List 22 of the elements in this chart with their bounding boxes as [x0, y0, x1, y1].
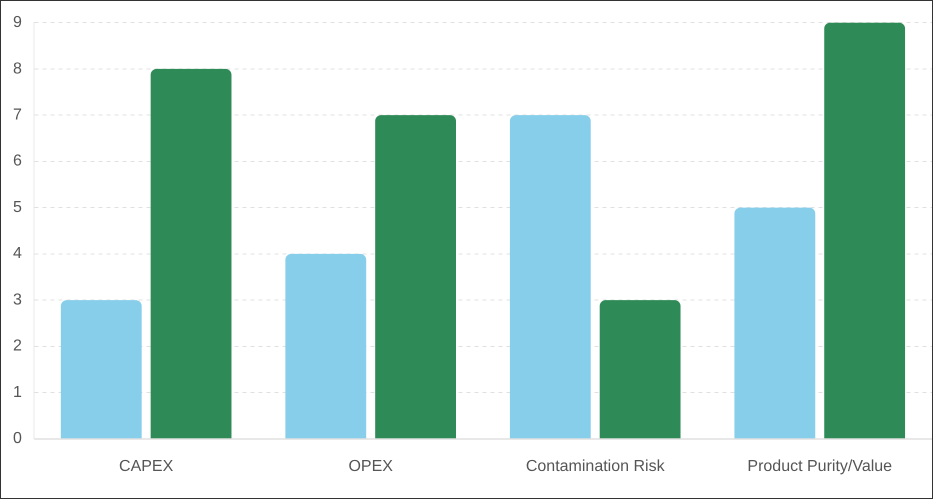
y-tick-label: 8: [12, 60, 22, 78]
bar: [285, 254, 366, 438]
y-tick-label: 2: [12, 338, 22, 355]
y-tick-label: 7: [12, 106, 22, 124]
bar: [824, 22, 906, 438]
x-tick-label: Product Purity/Value: [747, 458, 892, 475]
bar: [600, 300, 681, 438]
y-tick-label: 9: [12, 14, 22, 32]
y-tick-label: 3: [12, 291, 22, 308]
x-tick-label: Contamination Risk: [526, 458, 666, 475]
bar: [510, 115, 591, 438]
y-tick-label: 6: [12, 152, 22, 170]
bar: [734, 208, 816, 438]
bar: [60, 300, 142, 438]
x-tick-label: OPEX: [348, 458, 394, 475]
y-tick-label: 5: [12, 198, 22, 216]
y-tick-label: 4: [12, 245, 22, 262]
x-tick-label: CAPEX: [119, 458, 174, 475]
bar: [150, 68, 232, 438]
bar: [375, 115, 456, 438]
y-tick-label: 1: [12, 384, 22, 401]
y-tick-label: 0: [12, 430, 22, 448]
